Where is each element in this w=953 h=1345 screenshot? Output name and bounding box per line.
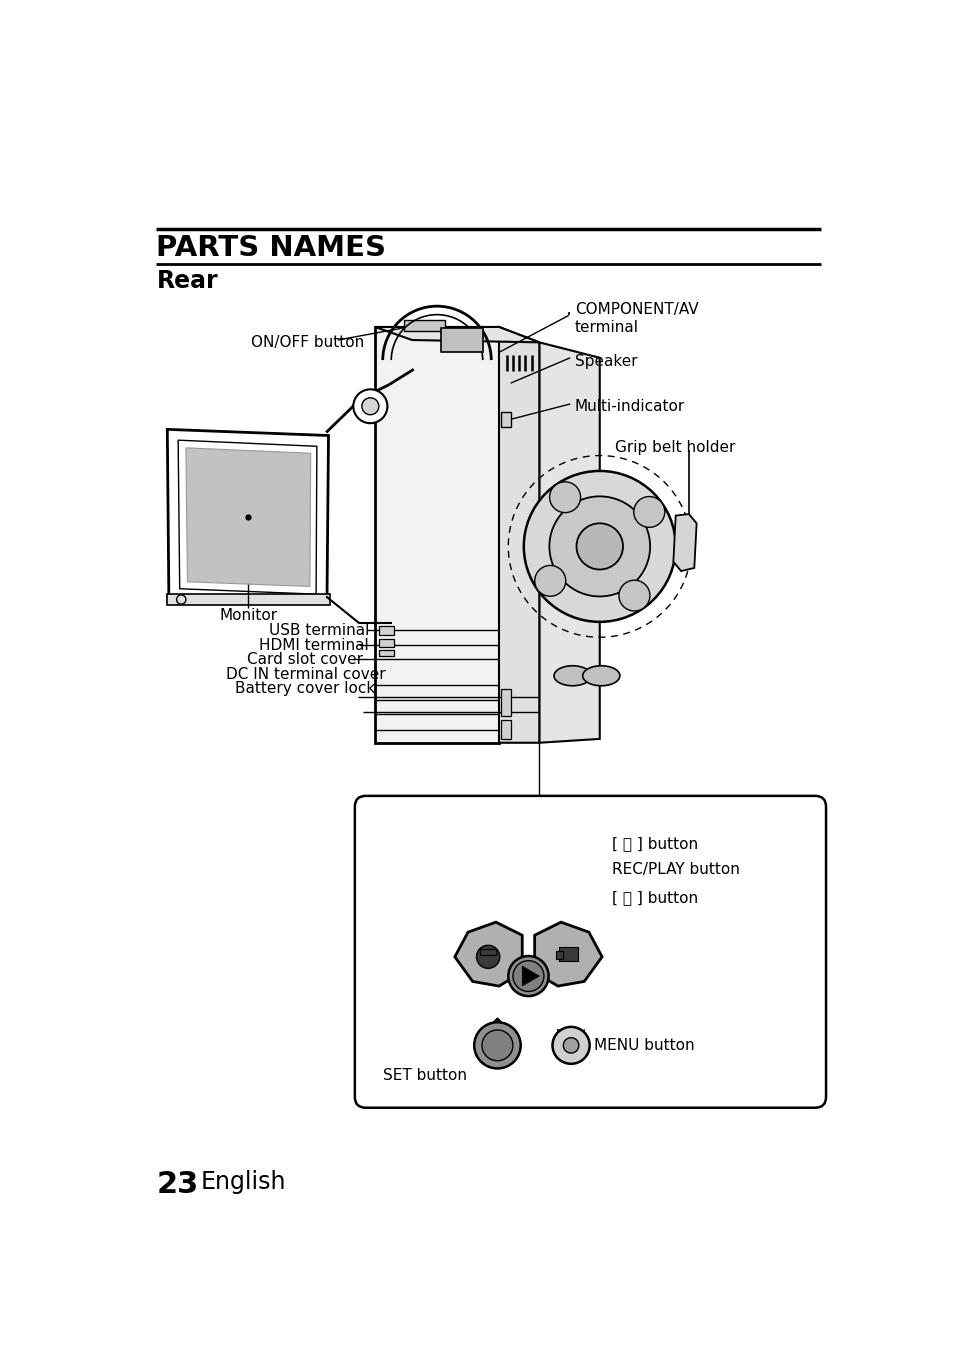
Bar [378,650,394,656]
Circle shape [474,1022,520,1068]
Circle shape [618,580,649,611]
Bar [167,594,330,605]
Bar [500,412,510,428]
Text: Speaker: Speaker [575,354,637,369]
Polygon shape [673,514,696,572]
Bar [558,947,578,960]
Polygon shape [534,923,601,986]
Text: Card slot cover: Card slot cover [247,652,363,667]
Bar [500,720,510,738]
Polygon shape [521,966,538,986]
Bar [556,951,562,959]
Text: REC/PLAY button: REC/PLAY button [612,862,740,877]
Text: REC/PLAY: REC/PLAY [509,963,549,972]
Circle shape [513,960,543,991]
Circle shape [361,398,378,414]
FancyBboxPatch shape [355,796,825,1108]
Circle shape [176,594,186,604]
Bar [378,639,394,647]
Text: English: English [200,1170,286,1194]
Circle shape [562,1037,578,1053]
Text: [ 🎥 ] button: [ 🎥 ] button [612,890,698,905]
Text: Battery cover lock: Battery cover lock [235,681,375,697]
Text: COMPONENT/AV
terminal: COMPONENT/AV terminal [575,303,698,335]
Polygon shape [167,429,328,603]
Circle shape [633,496,664,527]
Circle shape [535,565,565,596]
Text: Monitor: Monitor [220,608,278,623]
Bar [378,625,394,635]
Polygon shape [493,1018,501,1022]
Circle shape [549,482,580,512]
Polygon shape [375,327,498,742]
Text: USB terminal: USB terminal [269,623,369,639]
Circle shape [481,1030,513,1061]
Text: MENU button: MENU button [594,1037,694,1053]
Circle shape [353,389,387,424]
Bar [440,328,483,352]
Polygon shape [375,327,538,343]
Text: SET: SET [488,1041,506,1050]
Ellipse shape [582,666,619,686]
Text: [ 📷 ] button: [ 📷 ] button [612,837,698,851]
Text: ON/OFF button: ON/OFF button [251,335,364,350]
Polygon shape [186,448,311,586]
Polygon shape [178,440,316,594]
Text: Grip belt holder: Grip belt holder [615,440,735,455]
Text: SET button: SET button [382,1068,466,1083]
Text: Multi-indicator: Multi-indicator [575,398,684,413]
Bar [480,950,496,955]
Bar [404,320,444,331]
Ellipse shape [554,666,591,686]
Circle shape [552,1026,589,1064]
Circle shape [523,471,675,621]
Polygon shape [498,327,538,742]
Text: 23: 23 [156,1170,198,1200]
Bar [500,689,510,716]
Text: HDMI terminal: HDMI terminal [258,638,368,654]
Circle shape [576,523,622,569]
Polygon shape [455,923,521,986]
Text: PARTS NAMES: PARTS NAMES [156,234,386,262]
Polygon shape [538,343,599,742]
Circle shape [549,496,649,596]
Text: Rear: Rear [156,269,218,293]
Text: DC IN terminal cover: DC IN terminal cover [226,667,385,682]
Circle shape [508,956,548,997]
Circle shape [476,946,499,968]
Text: menu: menu [556,1026,585,1037]
